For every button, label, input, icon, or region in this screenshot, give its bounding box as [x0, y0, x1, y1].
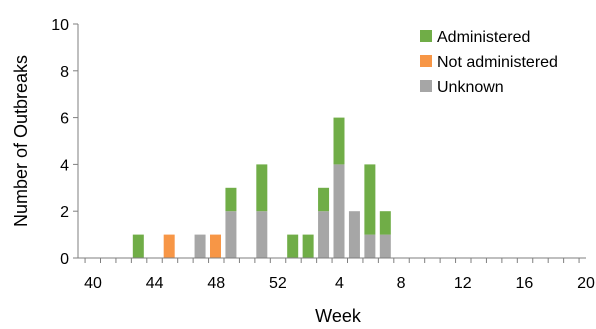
x-tick-label: 40: [84, 275, 102, 292]
bar-segment-administered: [302, 234, 314, 258]
x-axis-title: Week: [315, 306, 362, 326]
bar-segment-unknown: [364, 234, 376, 258]
y-tick-label: 8: [60, 64, 69, 81]
bar-segment-administered: [256, 164, 268, 212]
x-tick-label: 12: [454, 275, 472, 292]
bar-segment-not-administered: [210, 234, 221, 258]
x-tick-label: 16: [515, 275, 533, 292]
y-tick-label: 10: [51, 17, 69, 34]
legend-swatch: [420, 55, 432, 67]
bar-segment-administered: [132, 234, 144, 258]
x-tick-label: 44: [146, 275, 164, 292]
bar-segment-administered: [318, 187, 330, 212]
bar-segment-administered: [379, 211, 391, 235]
legend-label: Administered: [437, 29, 530, 46]
x-ticks: 40 44 48 52 4 8 12 16 20: [84, 258, 595, 292]
bars-layer: [132, 117, 391, 258]
bar-segment-administered: [333, 117, 345, 165]
legend-swatch: [420, 80, 432, 92]
bar-segment-unknown: [318, 211, 330, 258]
legend-label: Not administered: [437, 54, 558, 71]
x-tick-label: 52: [269, 275, 287, 292]
legend: Administered Not administered Unknown: [420, 29, 558, 96]
y-tick-label: 4: [60, 157, 69, 174]
bar-segment-unknown: [333, 164, 345, 258]
y-tick-label: 0: [60, 251, 69, 268]
x-tick-label: 48: [207, 275, 225, 292]
bar-segment-unknown: [225, 211, 237, 258]
bar-segment-unknown: [379, 234, 391, 258]
bar-segment-unknown: [256, 211, 268, 258]
y-tick-label: 6: [60, 111, 69, 128]
x-tick-label: 4: [335, 275, 344, 292]
legend-label: Unknown: [437, 79, 504, 96]
x-tick-label: 20: [577, 275, 595, 292]
bar-segment-unknown: [194, 234, 206, 258]
bar-segment-not-administered: [163, 234, 175, 258]
bar-segment-administered: [287, 234, 299, 258]
bar-segment-administered: [225, 187, 237, 212]
y-tick-label: 2: [60, 204, 69, 221]
legend-swatch: [420, 30, 432, 42]
y-axis-title: Number of Outbreaks: [11, 55, 31, 227]
x-tick-label: 8: [397, 275, 406, 292]
bar-segment-unknown: [348, 211, 360, 258]
y-ticks: 0 2 4 6 8 10: [51, 17, 78, 268]
bar-segment-administered: [364, 164, 376, 235]
